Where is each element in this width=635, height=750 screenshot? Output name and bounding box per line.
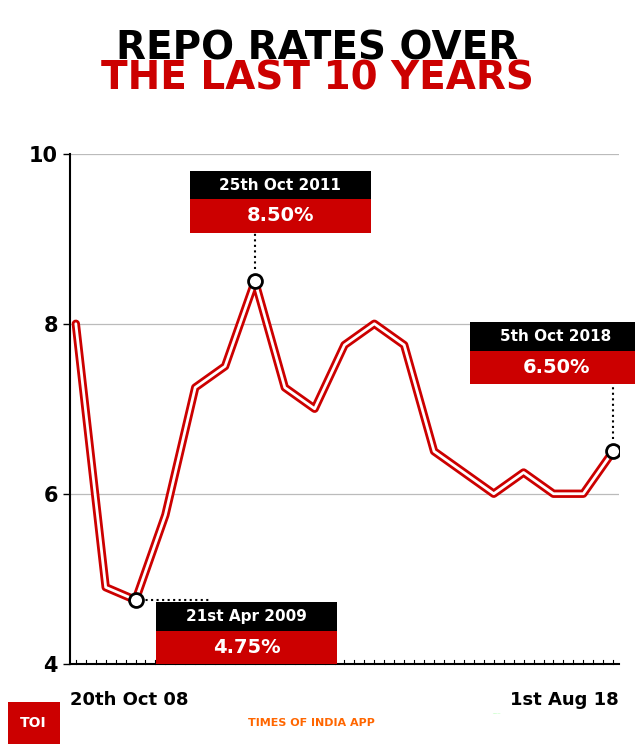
Text: TIMES OF INDIA APP: TIMES OF INDIA APP [248, 718, 375, 728]
Text: 8.50%: 8.50% [246, 206, 314, 226]
Text: 20th Oct 08: 20th Oct 08 [70, 691, 189, 709]
Text: 5th Oct 2018: 5th Oct 2018 [500, 329, 612, 344]
Text: ⌘ App Store: ⌘ App Store [416, 726, 488, 736]
Text: ▶ Google play: ▶ Google play [492, 726, 573, 736]
Text: 1st Aug 18: 1st Aug 18 [511, 691, 619, 709]
Text: FOR MORE  INFOGRAPHICS DOWNLOAD: FOR MORE INFOGRAPHICS DOWNLOAD [73, 718, 322, 728]
Text: 6.50%: 6.50% [522, 358, 590, 376]
Text: REPO RATES OVER: REPO RATES OVER [116, 30, 519, 68]
Text: THE LAST 10 YEARS: THE LAST 10 YEARS [101, 60, 534, 98]
FancyBboxPatch shape [8, 703, 60, 743]
Text: 25th Oct 2011: 25th Oct 2011 [220, 178, 341, 193]
Text: TOI: TOI [20, 716, 47, 730]
Text: 21st Apr 2009: 21st Apr 2009 [186, 609, 307, 624]
Text: ___: ___ [492, 709, 500, 713]
Text: Phone: Phone [575, 732, 606, 741]
Text: ⊞ Windows: ⊞ Windows [565, 710, 622, 719]
Text: 4.75%: 4.75% [213, 638, 281, 657]
Text: Available on the: Available on the [416, 708, 474, 714]
